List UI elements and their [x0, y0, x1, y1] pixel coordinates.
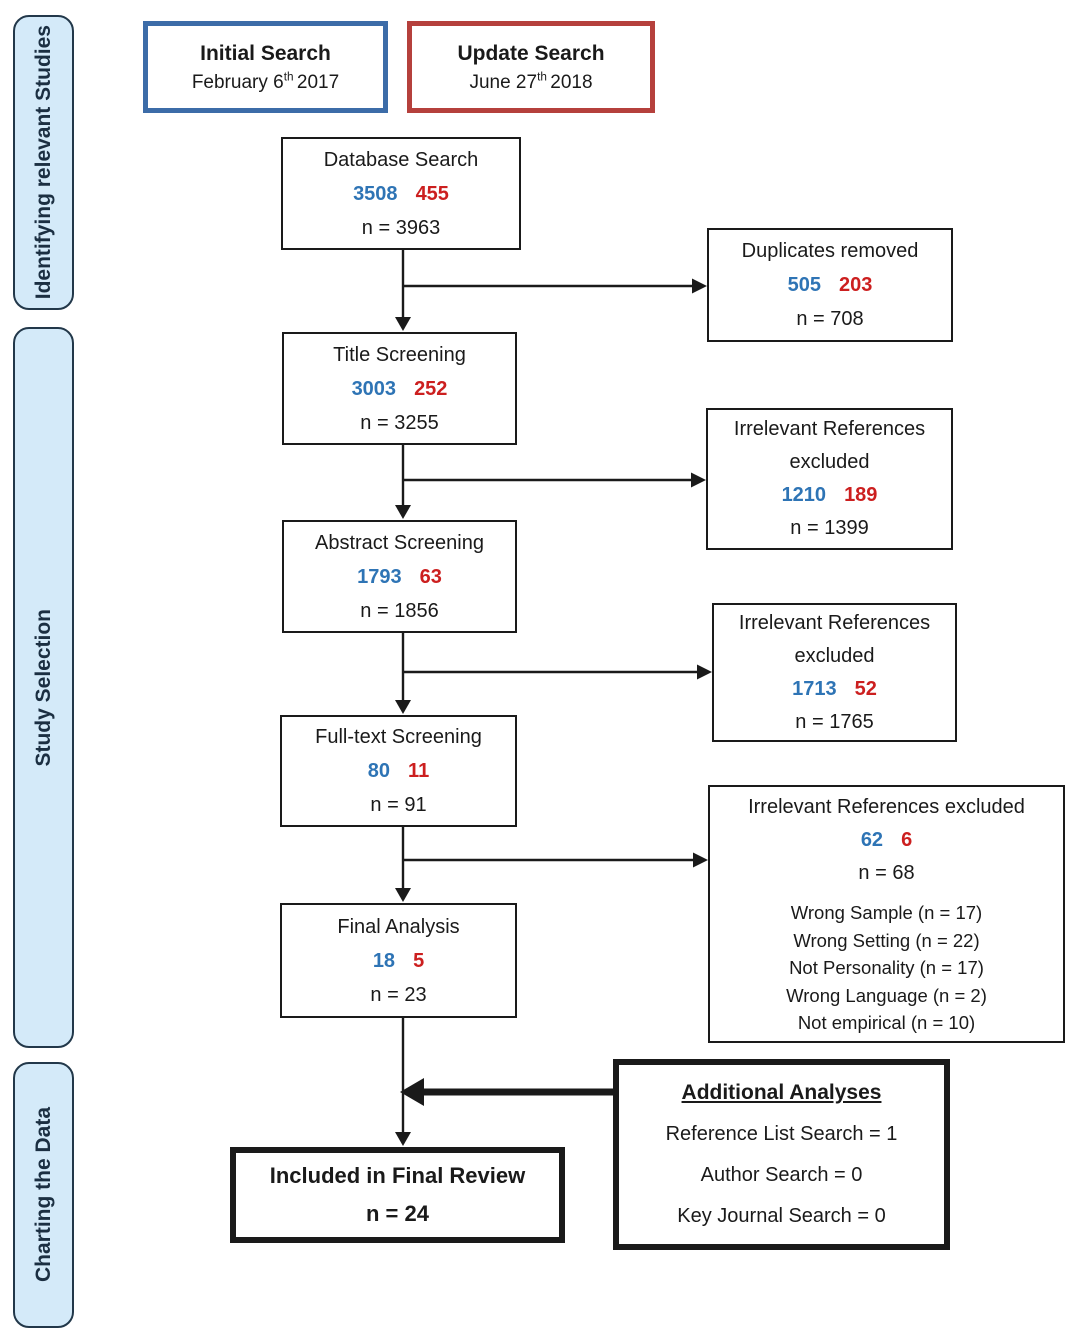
phase-label-text: Study Selection: [31, 608, 55, 767]
phase-label-identifying: Identifying relevant Studies: [13, 15, 74, 310]
included-final-review-box: Included in Final Review n = 24: [230, 1147, 565, 1243]
included-title: Included in Final Review: [269, 1163, 526, 1188]
box-title: Full-text Screening: [315, 726, 482, 748]
flow-box-final-analysis: Final Analysis 18 5 n = 23: [280, 903, 517, 1018]
box-title: Database Search: [323, 148, 479, 171]
exclusion-reason: Not empirical (n = 10): [797, 1012, 976, 1034]
additional-analyses-title: Additional Analyses: [681, 1081, 882, 1104]
box-total: n = 3255: [360, 411, 439, 434]
box-title: Abstract Screening: [315, 531, 484, 554]
box-counts: 3003 252: [351, 377, 448, 400]
arrow-down-icon: [395, 633, 411, 714]
box-total: n = 91: [370, 794, 427, 816]
phase-label-text: Identifying relevant Studies: [31, 25, 55, 300]
box-total: n = 23: [370, 983, 427, 1006]
legend-date: February 6th 2017: [191, 70, 340, 93]
side-box-irrelevant-2: Irrelevant References excluded 1713 52 n …: [712, 603, 957, 742]
box-title-line2: excluded: [794, 644, 875, 667]
box-title: Irrelevant References: [738, 611, 931, 634]
legend-title: Initial Search: [200, 41, 331, 65]
box-total: n = 1765: [795, 710, 874, 733]
flow-box-abstract-screening: Abstract Screening 1793 63 n = 1856: [282, 520, 517, 633]
box-total: n = 1856: [360, 599, 439, 622]
exclusion-reason: Wrong Setting (n = 22): [793, 929, 980, 951]
phase-label-charting: Charting the Data: [13, 1062, 74, 1328]
arrow-down-icon: [395, 445, 411, 519]
branch-arrow-right-icon: [403, 472, 706, 488]
box-counts: 3508 455: [353, 182, 449, 205]
additional-line: Reference List Search = 1: [665, 1123, 898, 1145]
additional-line: Author Search = 0: [700, 1164, 863, 1186]
box-total: n = 68: [858, 862, 915, 885]
box-title: Irrelevant References: [733, 418, 926, 440]
box-total: n = 708: [796, 308, 864, 330]
thick-arrow-left-icon: [400, 1078, 613, 1106]
branch-arrow-right-icon: [403, 664, 712, 680]
side-box-irrelevant-1: Irrelevant References excluded 1210 189 n…: [706, 408, 953, 550]
branch-arrow-right-icon: [403, 278, 707, 294]
box-title: Title Screening: [333, 343, 466, 366]
box-counts: 1793 63: [357, 565, 442, 588]
exclusion-reason: Wrong Sample (n = 17): [790, 902, 983, 924]
legend-update-search: Update Search June 27th 2018: [407, 21, 655, 113]
flow-box-title-screening: Title Screening 3003 252 n = 3255: [282, 332, 517, 445]
phase-label-text: Charting the Data: [31, 1107, 55, 1283]
phase-label-study-selection: Study Selection: [13, 327, 74, 1048]
flow-box-database-search: Database Search 3508 455 n = 3963: [281, 137, 521, 250]
exclusion-reasons: Wrong Sample (n = 17) Wrong Setting (n =…: [786, 899, 987, 1037]
exclusion-reason: Wrong Language (n = 2): [786, 984, 987, 1006]
exclusion-reason: Not Personality (n = 17): [789, 957, 984, 979]
box-title-line2: excluded: [789, 451, 870, 473]
arrow-down-icon: [395, 1018, 411, 1146]
additional-line: Key Journal Search = 0: [677, 1205, 886, 1227]
additional-analyses-box: Additional Analyses Reference List Searc…: [613, 1059, 950, 1250]
box-title: Final Analysis: [337, 915, 460, 938]
box-counts: 18 5: [372, 949, 425, 972]
side-box-duplicates-removed: Duplicates removed 505 203 n = 708: [707, 228, 953, 342]
box-counts: 62 6: [860, 829, 913, 852]
side-box-irrelevant-3: Irrelevant References excluded 62 6 n = 6…: [708, 785, 1065, 1043]
legend-title: Update Search: [457, 41, 605, 65]
branch-arrow-right-icon: [403, 852, 708, 868]
arrow-down-icon: [395, 827, 411, 902]
arrow-down-icon: [395, 250, 411, 331]
box-title: Duplicates removed: [741, 240, 919, 262]
box-counts: 1210 189: [781, 484, 878, 506]
box-total: n = 1399: [790, 517, 869, 539]
box-title: Irrelevant References excluded: [748, 796, 1025, 819]
box-counts: 1713 52: [792, 677, 877, 700]
legend-initial-search: Initial Search February 6th 2017: [143, 21, 388, 113]
box-total: n = 3963: [361, 216, 441, 239]
box-counts: 80 11: [367, 760, 430, 782]
included-total: n = 24: [366, 1201, 429, 1226]
box-counts: 505 203: [787, 274, 873, 296]
flow-box-fulltext-screening: Full-text Screening 80 11 n = 91: [280, 715, 517, 827]
legend-date: June 27th 2018: [469, 70, 593, 93]
